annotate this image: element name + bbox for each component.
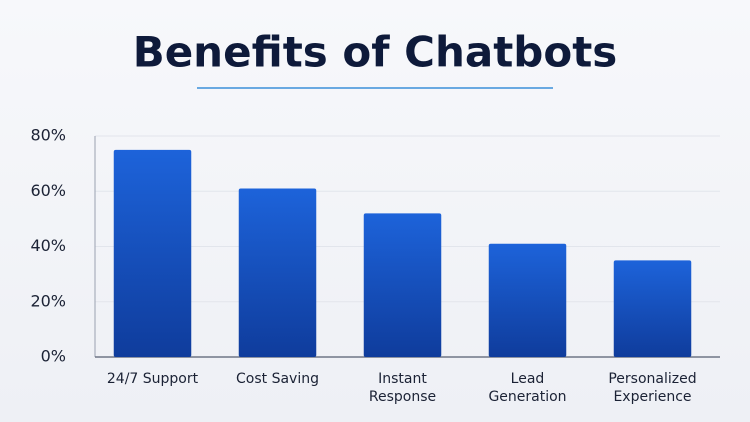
- y-tick-label: 40%: [30, 236, 66, 255]
- bar: [613, 260, 692, 357]
- x-tick-label: Lead Generation: [488, 371, 567, 405]
- x-tick-label: Personalized Experience: [608, 371, 697, 405]
- y-tick-label: 20%: [30, 291, 66, 310]
- x-tick-label: 24/7 Support: [106, 371, 199, 387]
- bar: [488, 243, 567, 357]
- chart-title: Benefits of Chatbots: [133, 28, 618, 77]
- y-tick-label: 80%: [30, 126, 66, 145]
- x-tick-label: Cost Saving: [236, 371, 319, 387]
- x-tick-label: Instant Response: [368, 371, 437, 405]
- bar: [363, 213, 442, 357]
- bar: [113, 149, 192, 357]
- y-tick-label: 60%: [30, 181, 66, 200]
- bar: [238, 188, 317, 357]
- y-tick-label: 0%: [41, 347, 66, 366]
